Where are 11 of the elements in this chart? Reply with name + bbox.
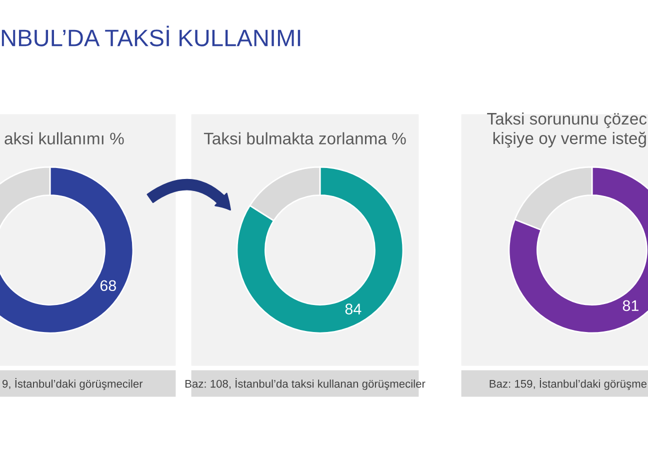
text: NBUL’DA TAKSİ KULLANIMI (2, 26, 300, 46)
data-label: 84 (345, 304, 362, 314)
data-label: 81 (622, 300, 638, 312)
donut-slice (236, 166, 404, 334)
chart-title: Taksi sorununu çözec kişiye oy verme isteğ (487, 112, 647, 148)
chart-title: aksi kullanımı % (4, 132, 124, 144)
data-label: 68 (100, 280, 116, 292)
text: Baz: 159, İstanbul’daki görüşme (490, 378, 647, 390)
text: 9, İstanbul’daki görüşmeciler (2, 378, 143, 390)
chart-title: Taksi bulmakta zorlanma % (204, 132, 406, 144)
text: Baz: 108, İstanbul’da taksi kullanan görüşmeciler (185, 378, 426, 390)
